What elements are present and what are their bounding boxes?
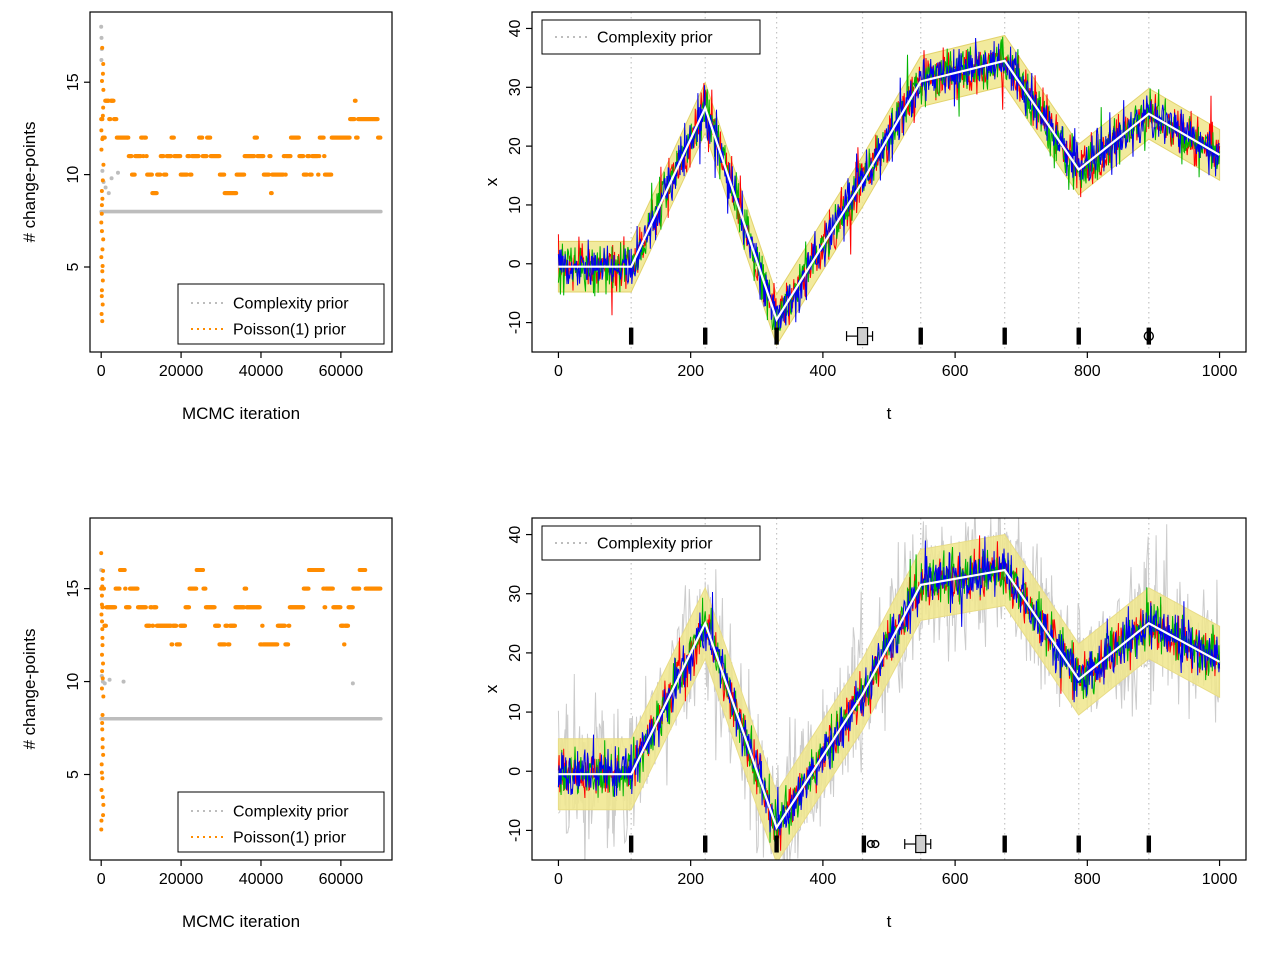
svg-text:200: 200 (677, 871, 704, 888)
svg-text:5: 5 (65, 262, 82, 271)
svg-text:10: 10 (507, 703, 524, 721)
y-axis-title-signal-1: x (482, 177, 501, 187)
svg-text:10: 10 (507, 196, 524, 214)
x-axis-title-signal-2: t (886, 912, 892, 931)
y-axis-title-signal-2: x (482, 684, 501, 694)
svg-text:40: 40 (507, 19, 524, 37)
svg-text:400: 400 (810, 363, 837, 380)
svg-text:10: 10 (65, 673, 82, 691)
svg-text:40000: 40000 (239, 871, 284, 888)
svg-text:15: 15 (65, 73, 82, 91)
svg-text:0: 0 (554, 871, 563, 888)
svg-text:0: 0 (507, 767, 524, 776)
svg-text:Complexity prior: Complexity prior (597, 536, 713, 553)
svg-text:400: 400 (810, 871, 837, 888)
svg-text:-10: -10 (507, 819, 524, 842)
svg-text:1000: 1000 (1202, 871, 1238, 888)
svg-text:800: 800 (1074, 363, 1101, 380)
svg-text:60000: 60000 (319, 871, 364, 888)
svg-text:15: 15 (65, 580, 82, 598)
svg-text:30: 30 (507, 585, 524, 603)
svg-text:600: 600 (942, 871, 969, 888)
svg-text:40: 40 (507, 526, 524, 544)
svg-text:40000: 40000 (239, 363, 284, 380)
svg-text:0: 0 (97, 871, 106, 888)
svg-text:20000: 20000 (159, 871, 204, 888)
svg-text:Complexity prior: Complexity prior (233, 804, 349, 821)
svg-text:10: 10 (65, 166, 82, 184)
x-axis-title-mcmc-1: MCMC iteration (181, 404, 301, 423)
svg-text:20: 20 (507, 137, 524, 155)
panel-signal-1: 0 200 400 600 800 1000 -10 0 10 20 30 40 Complexity … (460, 0, 1280, 477)
x-axis-title-mcmc-2: MCMC iteration (181, 912, 301, 931)
svg-text:60000: 60000 (319, 363, 364, 380)
svg-text:0: 0 (97, 363, 106, 380)
x-axis-title-signal-1: t (886, 404, 892, 423)
svg-text:5: 5 (65, 770, 82, 779)
svg-text:20: 20 (507, 644, 524, 662)
signal-1-chart: 0 200 400 600 800 1000 -10 0 10 20 30 40 Complexity … (507, 11, 1247, 380)
svg-text:-10: -10 (507, 311, 524, 334)
mcmc-trace-1-chart: 0 20000 40000 60000 5 10 15 Complexity prior Poi… (65, 11, 393, 380)
svg-text:600: 600 (942, 363, 969, 380)
svg-text:200: 200 (677, 363, 704, 380)
svg-text:800: 800 (1074, 871, 1101, 888)
y-axis-title-mcmc-2: # change-points (20, 628, 39, 750)
svg-text:Complexity prior: Complexity prior (233, 296, 349, 313)
svg-text:30: 30 (507, 78, 524, 96)
signal-2-chart: 0 200 400 600 800 1000 -10 0 10 20 30 40 Complexity … (507, 517, 1247, 888)
svg-text:0: 0 (507, 259, 524, 268)
svg-text:1000: 1000 (1202, 363, 1238, 380)
svg-text:Poisson(1) prior: Poisson(1) prior (233, 322, 347, 339)
panel-mcmc-trace-1: 0 20000 40000 60000 5 10 15 Complexity prior Poi… (0, 0, 460, 477)
panel-mcmc-trace-2: 0 20000 40000 60000 5 10 15 Complexity prior Poi… (0, 478, 460, 955)
panel-signal-2: 0 200 400 600 800 1000 -10 0 10 20 30 40 Complexity … (460, 478, 1280, 955)
svg-text:20000: 20000 (159, 363, 204, 380)
svg-text:Poisson(1) prior: Poisson(1) prior (233, 830, 347, 847)
y-axis-title-mcmc-1: # change-points (20, 121, 39, 243)
mcmc-trace-2-chart: 0 20000 40000 60000 5 10 15 Complexity prior Poi… (65, 517, 393, 888)
svg-text:0: 0 (554, 363, 563, 380)
svg-text:Complexity prior: Complexity prior (597, 30, 713, 47)
